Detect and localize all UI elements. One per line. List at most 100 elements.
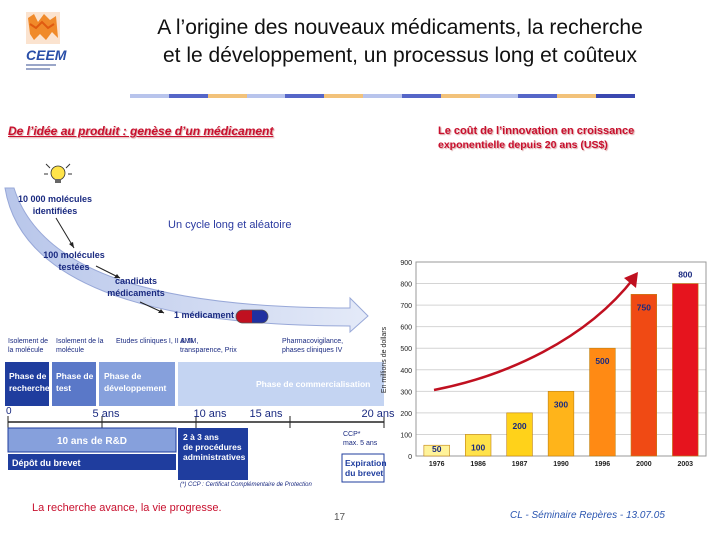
ccp-footnote: (*) CCP : Certificat Complémentaire de P…: [180, 482, 312, 488]
bar-2003: [672, 283, 699, 457]
expiration-text-line-1: Expiration: [345, 458, 387, 468]
trend-arrow-head: [624, 272, 638, 288]
mini-label-3-line-1: Etudes cliniques I, II & III: [116, 338, 193, 345]
bar-1987: [506, 412, 533, 457]
x-tick-2000: 2000: [636, 461, 652, 468]
title-rule: [130, 94, 635, 98]
slide-title: A l’origine des nouveaux médicaments, la…: [90, 14, 710, 70]
mini-label-5-line-2: phases cliniques IV: [282, 347, 343, 354]
value-label-1987: 200: [512, 421, 526, 431]
x-tick-1987: 1987: [512, 461, 528, 468]
y-tick-900: 900: [400, 260, 412, 267]
phase-label-3-line-1: Phase de: [104, 371, 142, 381]
mini-label-4-line-2: transparence, Prix: [180, 347, 237, 354]
drug-development-diagram: 10 000 molécules identifiées 100 molécul…: [4, 163, 395, 488]
bar-1986: [465, 434, 492, 457]
funnel-label-4: 1 médicament: [174, 310, 234, 320]
right-heading-line-2: exponentielle depuis 20 ans (US$): [438, 139, 608, 151]
caption: La recherche avance, la vie progresse.: [32, 502, 222, 514]
timeline-10: 10 ans: [193, 408, 227, 420]
phase-label-2-line-1: Phase de: [56, 371, 94, 381]
right-heading-line-1: Le coût de l’innovation en croissance: [438, 125, 635, 137]
funnel-label-2: 100 molécules: [43, 250, 105, 260]
mini-label-2-line-2: molécule: [56, 347, 84, 354]
rd-band: [7, 427, 177, 453]
trend-arrow-line: [433, 277, 635, 392]
right-heading: Le coût de l’innovation en croissance ex…: [438, 124, 713, 152]
ccp-label: CCP* max. 5 ans: [343, 431, 378, 447]
chart-value-labels: 50 100 200 300 500 750 800: [432, 270, 693, 454]
mini-label-2-line-1: Isolement de la: [56, 338, 104, 345]
bar-1996: [589, 347, 616, 457]
rd-label: 10 ans de R&D: [57, 436, 127, 447]
admin-text-line-3: administratives: [183, 452, 246, 462]
x-tick-1986: 1986: [470, 461, 486, 468]
value-label-1996: 500: [595, 356, 609, 366]
mini-label-1-line-2: la molécule: [8, 347, 44, 354]
chart-y-axis-label: En millions de dollars: [381, 326, 388, 393]
timeline-15: 15 ans: [249, 408, 283, 420]
value-label-1986: 100: [471, 442, 485, 452]
chart-bars: [423, 283, 699, 457]
phase-labels: Phase de recherche Phase de test Phase de dév…: [9, 371, 370, 393]
x-tick-1990: 1990: [553, 461, 569, 468]
mini-label-5-line-1: Pharmacovigilance,: [282, 338, 343, 345]
admin-text-line-2: de procédures: [183, 442, 242, 452]
timeline-5: 5 ans: [93, 408, 120, 420]
y-tick-600: 600: [400, 325, 412, 332]
value-label-2000: 750: [637, 302, 651, 312]
x-tick-1996: 1996: [595, 461, 611, 468]
admin-text-line-1: 2 à 3 ans: [183, 432, 219, 442]
logo-text: CEEM: [26, 47, 67, 63]
bar-2000: [630, 294, 657, 457]
x-tick-2003: 2003: [677, 461, 693, 468]
phase-box-commercialisation: [178, 362, 384, 406]
bar-1976: [423, 444, 450, 457]
title-line-2: et le développement, un processus long e…: [163, 44, 637, 67]
y-tick-500: 500: [400, 346, 412, 353]
mini-label-1-line-1: Isolement de: [8, 338, 48, 345]
expiration-box: [341, 453, 385, 483]
ceem-logo: CEEM: [8, 8, 78, 78]
phase-box-developpement: [99, 362, 175, 406]
x-tick-1976: 1976: [429, 461, 445, 468]
phase-box-test: [52, 362, 96, 406]
ccp-text-line-2: max. 5 ans: [343, 440, 378, 447]
y-tick-300: 300: [400, 389, 412, 396]
y-tick-0: 0: [408, 454, 412, 461]
y-tick-200: 200: [400, 411, 412, 418]
admin-box: [178, 428, 248, 480]
pill-icon: [235, 309, 269, 324]
y-tick-800: 800: [400, 282, 412, 289]
cycle-label: Un cycle long et aléatoire: [168, 219, 292, 231]
value-label-1990: 300: [554, 399, 568, 409]
funnel-label-1b: identifiées: [33, 206, 78, 216]
funnel-label-3: candidats: [115, 276, 157, 286]
timeline-0: 0: [6, 406, 12, 417]
value-label-2003: 800: [678, 270, 692, 280]
phase-label-1-line-2: recherche: [9, 383, 50, 393]
phase-label-3-line-2: développement: [104, 383, 167, 393]
y-tick-100: 100: [400, 432, 412, 439]
ccp-text-line-1: CCP*: [343, 431, 361, 438]
funnel-label-2b: testées: [58, 262, 89, 272]
lightbulb-icon: [44, 163, 72, 183]
timeline-20: 20 ans: [361, 408, 395, 420]
y-tick-400: 400: [400, 368, 412, 375]
depot-label: Dépôt du brevet: [12, 458, 81, 468]
left-heading: De l’idée au produit : genèse d’un médic…: [8, 124, 274, 138]
depot-band: [8, 454, 176, 470]
expiration-text-line-2: du brevet: [345, 468, 383, 478]
cost-bar-chart: 50 100 200 300 500 750 800 0 100 200 300 400 500 600…: [381, 260, 707, 468]
title-line-1: A l’origine des nouveaux médicaments, la…: [157, 16, 643, 39]
phase-box-recherche: [5, 362, 49, 406]
mini-label-4-line-1: AMM,: [180, 338, 198, 345]
y-tick-700: 700: [400, 303, 412, 310]
phase-label-1-line-1: Phase de: [9, 371, 47, 381]
chart-axis: 0 100 200 300 400 500 600 700 800 900 1976 1986 1987…: [400, 260, 693, 468]
bar-1990: [547, 391, 575, 457]
value-label-1976: 50: [432, 444, 442, 454]
footer: CL - Séminaire Repères - 13.07.05: [510, 510, 665, 521]
